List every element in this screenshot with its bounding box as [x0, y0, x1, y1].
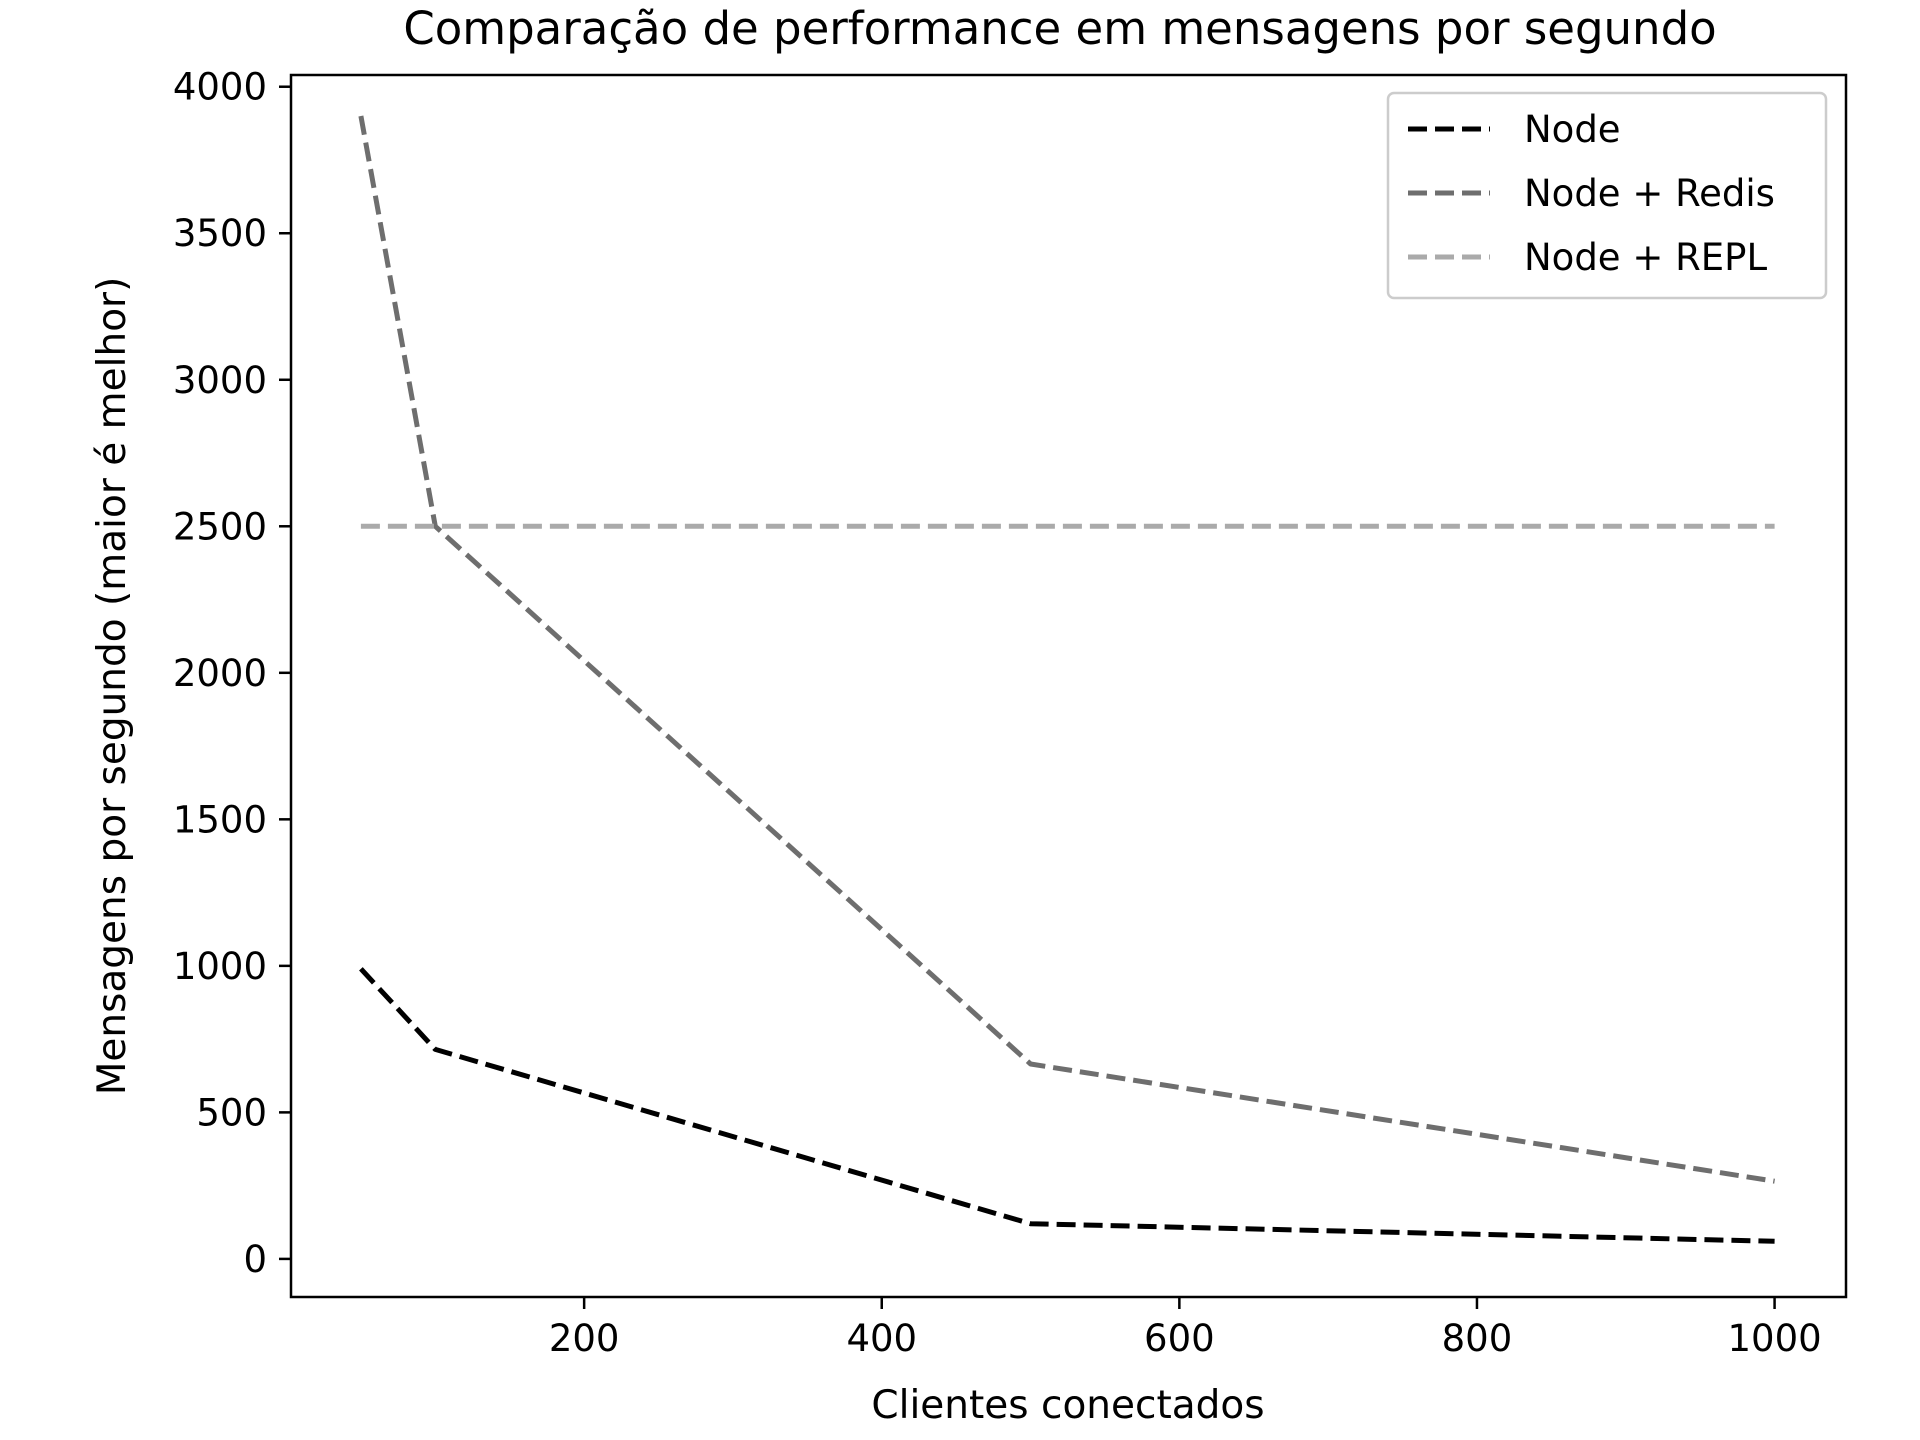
legend-label-node-redis: Node + Redis [1524, 172, 1775, 215]
x-axis-label: Clientes conectados [871, 1383, 1264, 1428]
y-tick-label: 0 [243, 1238, 267, 1281]
y-axis-ticks: 0 500 1000 1500 2000 2500 3000 3500 4000 [173, 66, 291, 1281]
y-tick-label: 500 [196, 1091, 267, 1134]
x-tick-label: 800 [1442, 1317, 1513, 1360]
y-tick-label: 3500 [173, 212, 267, 255]
legend-label-node-repl: Node + REPL [1524, 236, 1767, 279]
x-axis-ticks: 200 400 600 800 1000 [549, 1297, 1822, 1360]
x-tick-label: 200 [549, 1317, 620, 1360]
y-tick-label: 1500 [173, 798, 267, 841]
y-tick-label: 4000 [173, 66, 267, 109]
y-tick-label: 3000 [173, 359, 267, 402]
series-line-node [359, 967, 1775, 1244]
legend-label-node: Node [1524, 108, 1621, 151]
legend-frame [1386, 91, 1828, 300]
x-tick-label: 400 [846, 1317, 917, 1360]
y-tick-label: 2000 [173, 652, 267, 695]
y-axis-label: Mensagens por segundo (maior é melhor) [90, 277, 135, 1096]
chart-title: Comparação de performance em mensagens p… [403, 2, 1716, 55]
plot-frame [289, 73, 1848, 1299]
x-tick-label: 600 [1144, 1317, 1215, 1360]
series-layer [358, 115, 1775, 1244]
y-tick-label: 2500 [173, 505, 267, 548]
legend: Node Node + Redis Node + REPL [1386, 91, 1828, 300]
x-tick-label: 1000 [1727, 1317, 1821, 1360]
series-line-node-redis [358, 115, 1775, 1184]
y-tick-label: 1000 [173, 945, 267, 988]
